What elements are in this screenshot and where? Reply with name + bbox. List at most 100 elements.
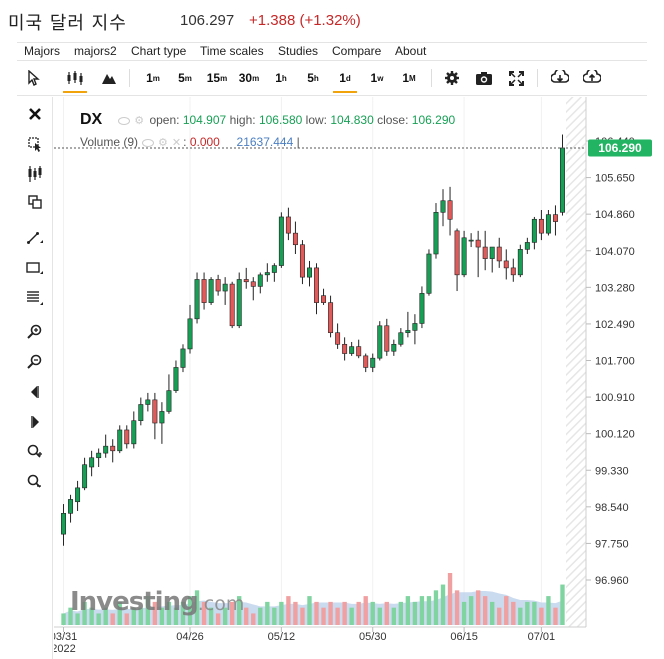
interval-number: 1 — [370, 71, 378, 85]
candle-body — [440, 200, 446, 213]
scroll-right-icon[interactable] — [21, 409, 49, 435]
volume-bar — [511, 601, 516, 625]
copy-icon[interactable] — [21, 189, 49, 215]
fullscreen-icon[interactable] — [502, 61, 530, 95]
candle — [377, 321, 383, 361]
menu-studies[interactable]: Studies — [278, 44, 319, 58]
candle-body — [524, 242, 530, 250]
volume-bar — [349, 607, 354, 625]
candle — [187, 304, 193, 354]
candle — [82, 457, 88, 491]
volume-bar — [490, 601, 495, 625]
ohlc-legend: DX ⚙ open: 104.907 high: 106.580 low: 104… — [80, 111, 455, 129]
candle — [419, 286, 425, 329]
menu-majors2[interactable]: majors2 — [74, 44, 117, 58]
interval-unit: w — [377, 73, 384, 83]
candle — [138, 397, 144, 426]
price-chart[interactable]: 106.440105.650104.860104.070103.280102.4… — [54, 97, 664, 659]
candle-body — [68, 499, 74, 514]
line-tool-icon[interactable] — [21, 225, 49, 251]
menu-time-scales[interactable]: Time scales — [200, 44, 264, 58]
download-icon[interactable] — [546, 61, 574, 95]
gear-icon[interactable] — [438, 61, 466, 95]
magnet-icon[interactable] — [21, 439, 49, 465]
candle — [363, 353, 369, 373]
volume-bar — [370, 601, 375, 625]
rectangle-tool-icon[interactable] — [21, 255, 49, 281]
settings-small-icon[interactable]: ⚙ — [134, 115, 145, 127]
y-tick-label: 99.330 — [595, 465, 629, 477]
x-tick-label: 07/01 — [528, 631, 556, 643]
close-icon[interactable] — [21, 101, 49, 127]
candle — [159, 402, 165, 444]
volume-bar — [68, 607, 73, 625]
volume-bar — [518, 607, 523, 625]
volume-bar — [539, 607, 544, 625]
instrument-title: 미국 달러 지수 — [8, 13, 127, 34]
candle — [405, 311, 411, 338]
upload-icon[interactable] — [578, 61, 606, 95]
investing-logo: Investing.com — [70, 587, 244, 617]
close-value: 106.290 — [411, 113, 456, 127]
open-value: 104.907 — [182, 113, 227, 127]
candle — [398, 328, 404, 347]
volume-bar — [377, 607, 382, 625]
volume-bar — [447, 573, 453, 625]
trend-tool-icon[interactable] — [21, 161, 49, 187]
zoom-out-icon[interactable] — [21, 349, 49, 375]
candle-body — [447, 200, 453, 220]
menu-compare[interactable]: Compare — [332, 44, 382, 58]
volume-bar — [201, 601, 207, 625]
volume-bar — [117, 601, 122, 625]
candle — [68, 494, 74, 523]
menu-about[interactable]: About — [395, 44, 427, 58]
candle-body — [552, 214, 558, 222]
y-tick-label: 98.540 — [595, 502, 629, 514]
interval-15m[interactable]: 15 m — [203, 61, 231, 95]
mountain-type-icon[interactable] — [95, 61, 123, 95]
interval-unit: m — [152, 73, 160, 83]
volume-bar — [208, 607, 214, 625]
interval-unit: d — [345, 73, 351, 83]
y-tick-label: 100.910 — [595, 392, 635, 404]
eye-icon[interactable] — [118, 116, 131, 125]
close-small-icon[interactable]: ✕ — [171, 137, 182, 149]
candle-body — [96, 452, 102, 459]
candle-body — [152, 399, 158, 424]
cursor-icon[interactable] — [19, 61, 47, 95]
candle-body — [194, 279, 200, 320]
candle — [342, 337, 348, 361]
candlestick-type-icon[interactable] — [61, 61, 89, 95]
settings-small-icon[interactable]: ⚙ — [158, 137, 168, 149]
candle-body — [328, 302, 334, 334]
chart-menu-bar: Majors majors2 Chart type Time scales St… — [17, 42, 647, 60]
interval-30m[interactable]: 30 m — [235, 61, 263, 95]
menu-chart-type[interactable]: Chart type — [131, 44, 187, 58]
volume-bar — [363, 596, 368, 625]
candle-body — [426, 253, 432, 294]
volume-bar — [279, 601, 284, 625]
eye-icon[interactable] — [142, 138, 155, 147]
volume-bar — [461, 601, 467, 625]
candle-body — [110, 445, 116, 452]
crosshair-cursor-icon[interactable] — [21, 131, 49, 157]
volume-bar — [307, 596, 312, 625]
zoom-in-icon[interactable] — [21, 319, 49, 345]
candle — [124, 425, 130, 449]
candle-body — [307, 267, 312, 278]
candle-body — [117, 429, 123, 452]
reset-zoom-icon[interactable] — [21, 469, 49, 495]
candle-body — [412, 323, 418, 331]
fibonacci-tool-icon[interactable] — [21, 285, 49, 311]
volume-bar — [251, 613, 256, 625]
menu-majors[interactable]: Majors — [24, 44, 61, 58]
camera-icon[interactable] — [470, 61, 498, 95]
scroll-left-icon[interactable] — [21, 379, 49, 405]
